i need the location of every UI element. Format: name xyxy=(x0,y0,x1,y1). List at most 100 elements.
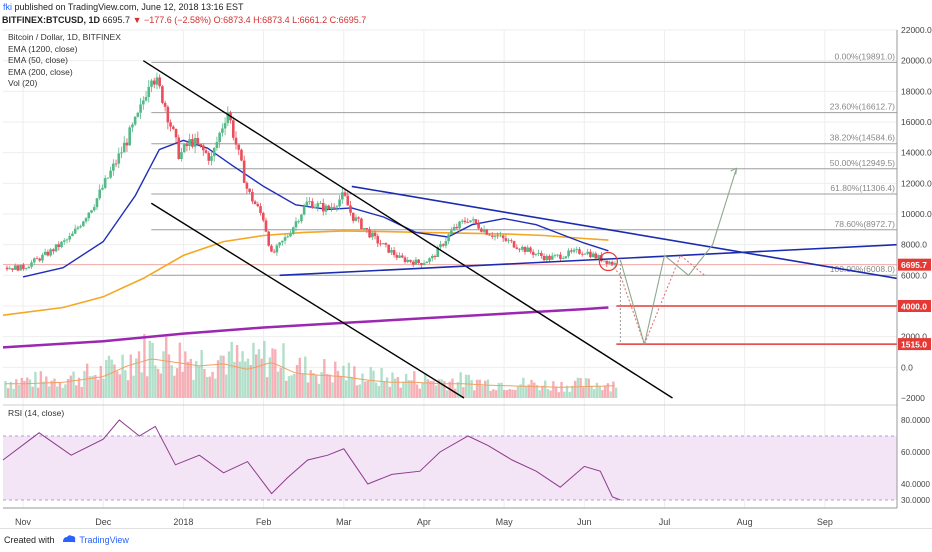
y-tick-label: 22000.0 xyxy=(901,25,932,35)
candle-body xyxy=(384,243,388,245)
candle-body xyxy=(133,116,137,125)
volume-bar xyxy=(549,390,552,398)
candle-body xyxy=(128,127,131,146)
volume-bar xyxy=(83,371,86,398)
grid-lines xyxy=(3,29,897,508)
volume-bar xyxy=(437,379,441,398)
tradingview-logo-icon[interactable] xyxy=(61,530,77,552)
rsi-tick-label: 40.0000 xyxy=(901,480,930,489)
volume-bar xyxy=(118,374,122,398)
blue-trendline xyxy=(351,185,898,280)
rsi-band xyxy=(3,435,897,501)
fib-level-label: 23.60%(16612.7) xyxy=(830,102,895,112)
volume-bar xyxy=(576,377,580,398)
target-level-badge-bg xyxy=(898,338,931,351)
y-tick-label-partial: −2000 xyxy=(901,393,925,403)
candle-body xyxy=(613,263,617,265)
volume-bar xyxy=(606,383,610,398)
x-tick-label: Jun xyxy=(577,517,592,527)
rsi-legend[interactable]: RSI (14, close) xyxy=(8,408,65,418)
volume-bar xyxy=(494,390,498,398)
volume-bar xyxy=(385,377,389,398)
candle-body xyxy=(256,204,260,207)
legend-ema50[interactable]: EMA (50, close) xyxy=(8,55,68,65)
candle-body xyxy=(172,126,175,129)
candle-body xyxy=(420,262,423,265)
volume-bar xyxy=(328,374,332,398)
candle-body xyxy=(191,139,194,147)
volume-bar xyxy=(28,379,32,398)
volume-bar xyxy=(380,367,383,398)
volume-bar xyxy=(91,375,94,398)
candle-body xyxy=(215,142,219,148)
chart-legend: Bitcoin / Dollar, 1D, BITFINEX EMA (1200… xyxy=(8,32,121,90)
volume-bar xyxy=(432,380,435,398)
candle-body xyxy=(291,227,295,234)
volume-bar xyxy=(312,372,315,398)
volume-bar xyxy=(358,384,361,398)
candle-body xyxy=(27,266,31,269)
volume-bar xyxy=(154,365,157,398)
volume-bar xyxy=(541,385,544,398)
x-tick-label: Apr xyxy=(417,517,431,527)
volume-bar xyxy=(173,375,176,398)
price-chart[interactable]: 0.00%(19891.0) 23.60%(16612.7) 38.20%(1458… xyxy=(0,0,932,528)
candle-body xyxy=(477,223,480,229)
candle-body xyxy=(286,236,290,238)
candle-body xyxy=(594,253,598,259)
candle-body xyxy=(150,80,153,87)
candle-body xyxy=(414,259,418,265)
volume-bar xyxy=(132,375,135,398)
candle-body xyxy=(441,244,445,246)
legend-ema1200[interactable]: EMA (1200, close) xyxy=(8,43,78,54)
candle-body xyxy=(201,145,205,151)
volume-bar xyxy=(252,342,255,398)
green-arrow-head xyxy=(730,167,738,175)
volume-bar xyxy=(614,387,618,398)
y-tick-label: 8000.0 xyxy=(901,240,927,250)
volume-bar xyxy=(271,348,274,398)
candle-body xyxy=(387,244,390,253)
footer-created-with: Created with xyxy=(4,535,55,545)
volume-bar xyxy=(4,381,7,398)
volume-bar xyxy=(519,384,522,398)
volume-bar xyxy=(481,385,484,398)
candle-body xyxy=(95,198,99,208)
candle-body xyxy=(610,261,614,265)
candle-body xyxy=(411,261,415,265)
candle-body xyxy=(455,227,459,229)
volume-bar xyxy=(265,377,269,398)
candle-body xyxy=(409,259,412,262)
volume-bar xyxy=(88,376,92,398)
last-price-badge: 6695.7 xyxy=(901,260,927,270)
black-trendline xyxy=(150,202,465,399)
candle-body xyxy=(482,229,486,232)
legend-ema200[interactable]: EMA (200, close) xyxy=(8,66,73,77)
volume-bar xyxy=(148,340,152,398)
candle-body xyxy=(120,152,123,154)
volume-bar xyxy=(170,365,173,398)
volume-bar xyxy=(137,351,141,398)
volume-bar xyxy=(257,349,261,398)
candle-body xyxy=(101,187,104,190)
candle-body xyxy=(362,228,366,229)
publisher-name[interactable]: fki xyxy=(3,2,12,12)
candle-body xyxy=(589,251,592,258)
candle-body xyxy=(365,228,369,230)
candle-body xyxy=(49,249,52,256)
volume-bar xyxy=(565,385,569,398)
candle-body xyxy=(357,217,360,219)
volume-bar xyxy=(200,350,203,398)
last-price: 6695.7 xyxy=(102,15,131,25)
volume-bar xyxy=(533,382,536,398)
legend-vol[interactable]: Vol (20) xyxy=(8,78,38,88)
volume-bar xyxy=(50,380,53,398)
candle-body xyxy=(182,144,186,153)
target-level-badge-bg xyxy=(898,300,931,312)
change-marker: ▼ xyxy=(132,15,142,25)
candle-body xyxy=(71,233,74,237)
candle-body xyxy=(460,220,464,222)
volume-bar xyxy=(344,380,348,398)
footer-brand[interactable]: TradingView xyxy=(79,535,129,545)
trendlines[interactable] xyxy=(142,60,898,399)
